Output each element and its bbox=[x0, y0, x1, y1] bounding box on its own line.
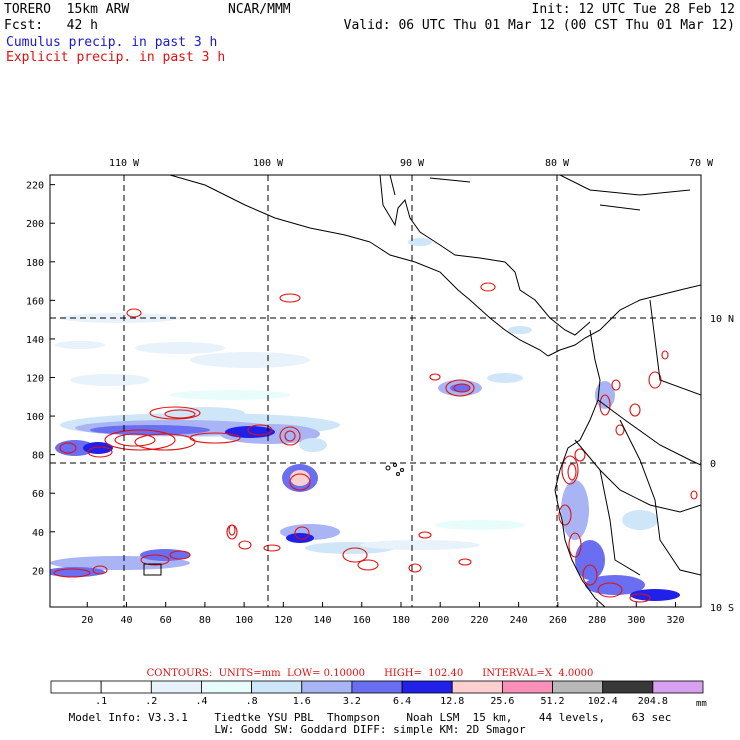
legend-swatch bbox=[501, 680, 553, 694]
x-tick-label: 200 bbox=[431, 615, 449, 626]
lat-label-10n: 10 N bbox=[710, 314, 734, 325]
lon-label-110w: 110 W bbox=[109, 158, 140, 169]
cumulus-precip-label: Cumulus precip. in past 3 h bbox=[6, 35, 218, 50]
legend-swatch bbox=[251, 680, 303, 694]
x-tick-label: 140 bbox=[314, 615, 332, 626]
x-tick-label: 40 bbox=[120, 615, 132, 626]
legend-swatch bbox=[401, 680, 453, 694]
legend-label: .2 bbox=[145, 696, 157, 707]
y-tick-label: 60 bbox=[32, 489, 44, 500]
x-tick-label: 320 bbox=[666, 615, 684, 626]
y-tick-label: 160 bbox=[26, 296, 44, 307]
x-tick-label: 240 bbox=[510, 615, 528, 626]
y-tick-label: 140 bbox=[26, 335, 44, 346]
lon-label-70w: 70 W bbox=[689, 158, 714, 169]
forecast-hour: Fcst: 42 h bbox=[4, 18, 98, 33]
x-tick-label: 100 bbox=[235, 615, 253, 626]
legend-label: 12.8 bbox=[440, 696, 464, 707]
y-tick-label: 40 bbox=[32, 528, 44, 539]
legend-colorbar: .1 .2 .4 .8 1.6 3.2 6.4 12.8 25.6 51.2 102.4 204.8 bbox=[50, 680, 704, 707]
y-tick-label: 80 bbox=[32, 451, 44, 462]
y-tick-label: 20 bbox=[32, 566, 44, 577]
y-tick-label: 220 bbox=[26, 181, 44, 192]
axis-ticks: 20 40 60 80 100 120 140 160 180 200 220 240 260 280 30… bbox=[26, 181, 685, 626]
model-info-line2: LW: Godd SW: Goddard DIFF: simple KM: 2D… bbox=[214, 723, 526, 736]
legend-swatch bbox=[150, 680, 202, 694]
legend-label: 6.4 bbox=[393, 696, 411, 707]
map-frame bbox=[49, 174, 702, 608]
contours-info: CONTOURS: UNITS=mm LOW= 0.10000 HIGH= 10… bbox=[146, 668, 594, 679]
x-tick-label: 20 bbox=[81, 615, 93, 626]
legend-label: 1.6 bbox=[293, 696, 311, 707]
legend-swatch bbox=[552, 680, 604, 694]
legend-label: .8 bbox=[246, 696, 258, 707]
model-title: TORERO 15km ARW bbox=[4, 2, 130, 17]
organization-label: NCAR/MMM bbox=[228, 2, 291, 17]
lat-label-0: 0 bbox=[710, 459, 716, 470]
coastlines bbox=[143, 175, 701, 607]
legend-label: 25.6 bbox=[490, 696, 514, 707]
legend-label: 51.2 bbox=[540, 696, 564, 707]
legend-label: 102.4 bbox=[588, 696, 618, 707]
model-info-line1: Model Info: V3.3.1 Tiedtke YSU PBL Thomp… bbox=[68, 711, 672, 724]
y-tick-label: 100 bbox=[26, 412, 44, 423]
explicit-precip-label: Explicit precip. in past 3 h bbox=[6, 50, 226, 65]
x-tick-label: 120 bbox=[274, 615, 292, 626]
legend-swatch bbox=[301, 680, 353, 694]
x-tick-label: 260 bbox=[549, 615, 567, 626]
y-tick-label: 120 bbox=[26, 374, 44, 385]
lon-label-80w: 80 W bbox=[545, 158, 570, 169]
lon-label-100w: 100 W bbox=[253, 158, 284, 169]
legend-swatch bbox=[451, 680, 503, 694]
legend-label: .1 bbox=[95, 696, 107, 707]
legend-swatch bbox=[602, 680, 654, 694]
x-tick-label: 300 bbox=[627, 615, 645, 626]
latlon-grid bbox=[50, 175, 701, 607]
x-tick-label: 180 bbox=[392, 615, 410, 626]
legend-swatch bbox=[652, 680, 704, 694]
legend-unit: mm bbox=[696, 699, 707, 709]
legend-label: 3.2 bbox=[343, 696, 361, 707]
legend-swatch bbox=[50, 680, 102, 694]
x-tick-label: 160 bbox=[353, 615, 371, 626]
x-tick-label: 80 bbox=[199, 615, 211, 626]
legend-swatch bbox=[201, 680, 253, 694]
legend-label: 204.8 bbox=[638, 696, 668, 707]
cumulus-shading bbox=[50, 238, 680, 601]
legend-label: .4 bbox=[195, 696, 207, 707]
init-time: Init: 12 UTC Tue 28 Feb 12 bbox=[531, 2, 736, 17]
y-tick-label: 200 bbox=[26, 219, 44, 230]
legend-swatch bbox=[351, 680, 403, 694]
legend-swatch bbox=[100, 680, 152, 694]
lat-label-10s: 10 S bbox=[710, 603, 734, 614]
lon-label-90w: 90 W bbox=[400, 158, 425, 169]
explicit-contours bbox=[53, 282, 698, 603]
x-tick-label: 220 bbox=[470, 615, 488, 626]
y-tick-label: 180 bbox=[26, 258, 44, 269]
x-tick-label: 280 bbox=[588, 615, 606, 626]
x-tick-label: 60 bbox=[160, 615, 172, 626]
valid-time: Valid: 06 UTC Thu 01 Mar 12 (00 CST Thu … bbox=[343, 18, 735, 33]
